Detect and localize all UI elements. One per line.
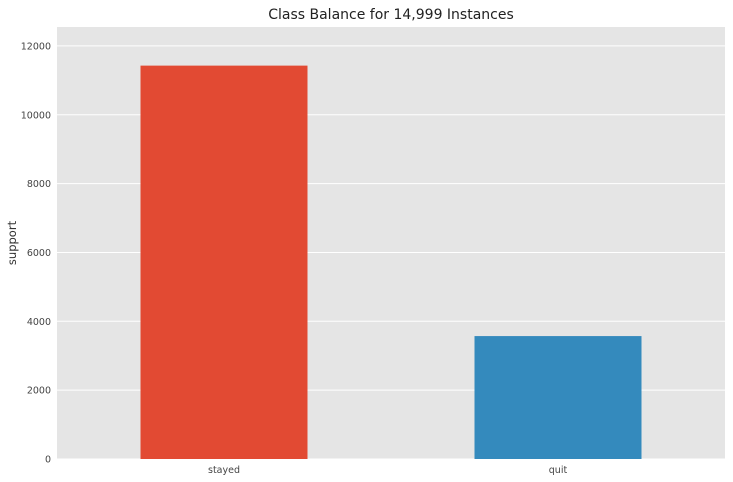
y-tick-label: 6000 bbox=[27, 248, 51, 259]
chart-title: Class Balance for 14,999 Instances bbox=[268, 7, 514, 23]
y-tick-label: 0 bbox=[45, 455, 51, 466]
bar-quit bbox=[474, 336, 642, 459]
bars bbox=[140, 65, 642, 460]
y-tick-label: 8000 bbox=[27, 179, 51, 190]
y-axis-label: support bbox=[5, 220, 19, 265]
y-tick-label: 10000 bbox=[21, 110, 51, 121]
y-tick-label: 12000 bbox=[21, 41, 51, 52]
y-tick-label: 2000 bbox=[27, 386, 51, 397]
x-axis-ticks: stayed quit bbox=[208, 465, 567, 476]
x-tick-label: quit bbox=[549, 465, 568, 476]
y-tick-label: 4000 bbox=[27, 317, 51, 328]
y-axis-ticks: 0 2000 4000 6000 8000 10000 12000 bbox=[21, 41, 51, 465]
bar-stayed bbox=[140, 65, 308, 460]
x-tick-label: stayed bbox=[208, 465, 240, 476]
